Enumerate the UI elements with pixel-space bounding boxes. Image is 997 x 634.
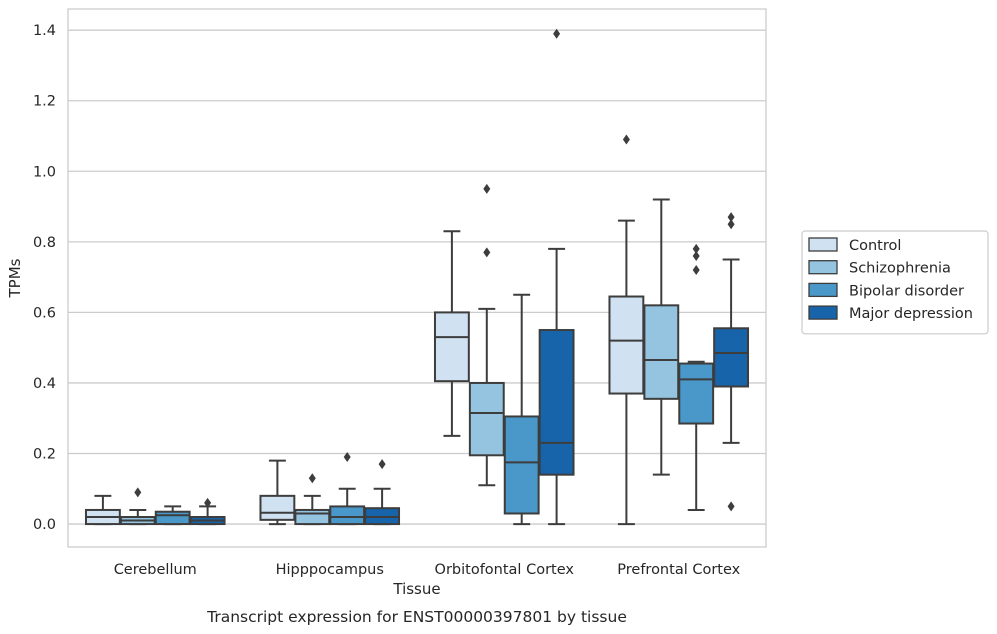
y-tick-label: 1.2 — [33, 94, 56, 110]
box-0-3 — [189, 497, 226, 526]
legend-swatch — [808, 260, 838, 275]
box-2-3 — [538, 28, 575, 526]
x-tick-label: Prefrontal Cortex — [617, 562, 740, 578]
outlier-point — [622, 134, 630, 145]
legend-frame — [801, 230, 989, 335]
box-1-0 — [259, 459, 296, 526]
legend-entry: Control — [849, 238, 901, 254]
box-iqr — [154, 510, 191, 526]
box-iqr — [259, 494, 296, 521]
outlier-point — [483, 247, 491, 258]
y-axis-label: TPMs — [6, 258, 24, 298]
y-tick-label: 0.2 — [33, 447, 56, 463]
box-0-0 — [84, 494, 121, 526]
y-tick-labels: 0.0 0.2 0.4 0.6 0.8 1.0 1.2 1.4 — [33, 23, 56, 533]
outlier-point — [553, 28, 561, 39]
box-3-3 — [713, 212, 750, 512]
legend-swatch — [808, 282, 838, 298]
box-iqr — [503, 415, 540, 515]
chart-caption: Transcript expression for ENST0000039780… — [206, 608, 627, 626]
box-0-1 — [119, 487, 156, 526]
box-iqr — [433, 311, 470, 383]
outlier-point — [727, 501, 735, 512]
outlier-point — [692, 243, 700, 254]
y-tick-label: 1.4 — [33, 23, 56, 39]
outlier-point — [727, 219, 735, 230]
x-axis-label: Tissue — [392, 580, 440, 598]
outlier-point — [134, 487, 142, 498]
outlier-point — [308, 473, 316, 484]
legend-entry: Bipolar disorder — [849, 283, 964, 299]
y-tick-label: 1.0 — [33, 164, 56, 180]
legend: Control Schizophrenia Bipolar disorder Majo… — [801, 230, 989, 335]
x-tick-label: Orbitofontal Cortex — [435, 562, 575, 578]
y-tick-label: 0.4 — [33, 376, 56, 392]
box-2-1 — [468, 183, 505, 487]
box-iqr — [608, 295, 645, 395]
gridlines — [68, 29, 766, 525]
outlier-point — [204, 497, 212, 508]
outlier-point — [692, 250, 700, 261]
box-2-2 — [503, 293, 540, 526]
outlier-point — [378, 459, 386, 470]
box-1-3 — [364, 459, 401, 526]
box-0-2 — [154, 505, 191, 526]
outlier-point — [727, 212, 735, 223]
boxes — [84, 28, 750, 526]
x-tick-label: Cerebellum — [114, 562, 197, 578]
box-3-0 — [608, 134, 645, 526]
box-iqr — [678, 362, 715, 425]
y-tick-label: 0.6 — [33, 305, 56, 321]
x-tick-labels: Cerebellum Hipppocampus Orbitofontal Corte… — [114, 562, 741, 578]
box-iqr — [713, 327, 750, 388]
legend-swatch — [808, 305, 838, 320]
plot-area — [67, 8, 767, 548]
legend-entry: Major depression — [849, 306, 973, 322]
box-3-2 — [678, 243, 715, 511]
box-iqr — [294, 508, 331, 526]
legend-swatch — [808, 237, 838, 252]
box-iqr — [329, 505, 366, 526]
box-2-0 — [433, 230, 470, 437]
outlier-point — [483, 183, 491, 194]
box-3-1 — [643, 198, 680, 476]
outlier-point — [692, 265, 700, 276]
box-1-2 — [329, 452, 366, 526]
box-iqr — [643, 304, 680, 400]
y-tick-label: 0.8 — [33, 235, 56, 251]
box-iqr — [468, 381, 505, 457]
y-tick-label: 0.0 — [33, 517, 56, 533]
outlier-point — [343, 452, 351, 463]
x-tick-label: Hipppocampus — [276, 562, 384, 578]
box-1-1 — [294, 473, 331, 526]
legend-entry: Schizophrenia — [849, 261, 951, 277]
box-iqr — [538, 329, 575, 476]
